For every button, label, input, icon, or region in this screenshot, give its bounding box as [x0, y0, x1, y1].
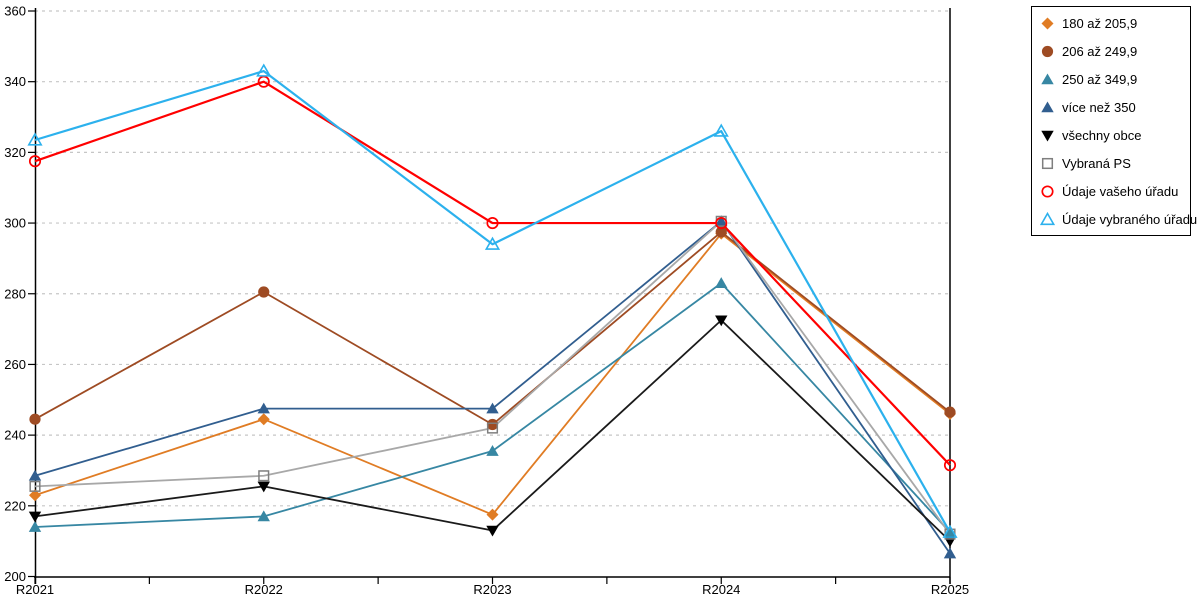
y-tick-label: 280 — [4, 286, 26, 301]
legend-item: Vybraná PS — [1040, 156, 1190, 171]
triangle-up-marker — [715, 215, 728, 227]
circle-open-marker — [715, 217, 728, 230]
y-tick-label: 260 — [4, 357, 26, 372]
triangle-up-marker — [1041, 101, 1054, 112]
x-tick-label: R2024 — [702, 582, 740, 597]
chart-legend: 180 až 205,9 206 až 249,9 250 až 349,9 více… — [1031, 6, 1197, 236]
circle-marker — [1041, 45, 1054, 57]
triangle-down-marker — [486, 525, 499, 537]
legend-item: všechny obce — [1040, 128, 1190, 143]
series-line-1 — [34, 232, 951, 516]
legend-marker-icon — [1041, 184, 1054, 198]
legend-label: všechny obce — [1062, 127, 1142, 143]
y-tick-label: 320 — [4, 145, 26, 160]
y-tick-label: 220 — [4, 498, 26, 513]
square-open-marker — [1041, 157, 1054, 169]
triangle-up-marker — [1041, 73, 1054, 84]
diamond-marker — [29, 489, 41, 502]
legend-label: více než 350 — [1062, 99, 1136, 115]
triangle-up-marker — [257, 510, 270, 522]
triangle-up-marker — [28, 521, 42, 532]
y-tick-label: 200 — [4, 569, 26, 584]
legend-marker-icon — [1041, 130, 1054, 141]
circle-marker — [29, 413, 41, 425]
legend-item: 250 až 349,9 — [1040, 72, 1190, 87]
x-tick-label: R2023 — [473, 582, 511, 597]
legend-marker-icon — [1041, 45, 1054, 57]
triangle-down-marker — [257, 481, 270, 493]
triangle-up-marker — [943, 547, 957, 559]
triangle-down-marker — [715, 315, 728, 327]
series-line-8 — [34, 69, 951, 533]
x-tick-label: R2025 — [931, 582, 969, 597]
legend-marker-icon — [1041, 101, 1054, 112]
legend-marker-icon — [1040, 211, 1055, 225]
triangle-up-marker — [715, 277, 728, 288]
y-tick-label: 340 — [4, 74, 26, 89]
triangle-open-marker — [1040, 211, 1055, 225]
circle-open-marker — [1041, 184, 1054, 198]
circle-marker — [715, 226, 727, 238]
triangle-open-marker — [484, 236, 501, 250]
y-tick-label: 300 — [4, 216, 26, 231]
circle-open-marker — [486, 217, 499, 230]
x-tick-label: R2022 — [245, 582, 283, 597]
triangle-down-marker — [28, 511, 42, 523]
legend-item: 180 až 205,9 — [1040, 16, 1190, 31]
square-open-marker — [29, 480, 41, 492]
triangle-open-marker — [256, 63, 272, 77]
series-line-7 — [34, 80, 951, 466]
diamond-marker — [486, 508, 499, 521]
legend-marker-icon — [1041, 157, 1054, 169]
legend-item: více než 350 — [1040, 100, 1190, 115]
legend-label: 180 až 205,9 — [1062, 15, 1138, 31]
triangle-up-marker — [28, 469, 42, 481]
circle-marker — [486, 418, 499, 431]
triangle-open-marker — [27, 132, 43, 146]
triangle-open-marker — [713, 123, 729, 137]
legend-marker-icon — [1041, 17, 1054, 29]
legend-marker-icon — [1041, 73, 1054, 84]
triangle-open-marker — [942, 524, 958, 538]
legend-item: Údaje vybraného úřadu — [1040, 211, 1197, 227]
series-line-2 — [34, 230, 951, 426]
triangle-up-marker — [486, 445, 499, 456]
triangle-up-marker — [257, 402, 270, 414]
triangle-up-marker — [486, 402, 499, 414]
legend-label: Vybraná PS — [1062, 155, 1131, 171]
series-line-6 — [34, 220, 951, 535]
legend-label: 250 až 349,9 — [1062, 71, 1138, 87]
circle-open-marker — [943, 459, 957, 472]
legend-label: Údaje vybraného úřadu — [1062, 211, 1198, 227]
triangle-up-marker — [943, 526, 957, 538]
square-open-marker — [258, 470, 270, 482]
y-tick-label: 240 — [4, 428, 26, 443]
triangle-down-marker — [1041, 130, 1054, 141]
x-tick-label: R2021 — [16, 582, 54, 597]
circle-marker — [944, 406, 956, 418]
circle-open-marker — [28, 155, 42, 168]
circle-marker — [258, 286, 270, 298]
diamond-marker — [257, 413, 270, 426]
square-open-marker — [486, 422, 499, 434]
series-line-4 — [34, 220, 951, 555]
diamond-marker — [1041, 17, 1054, 29]
legend-label: 206 až 249,9 — [1062, 43, 1138, 59]
legend-item: Údaje vašeho úřadu — [1040, 184, 1190, 199]
legend-item: 206 až 249,9 — [1040, 44, 1190, 59]
y-tick-label: 360 — [4, 4, 26, 19]
legend-label: Údaje vašeho úřadu — [1062, 183, 1179, 199]
